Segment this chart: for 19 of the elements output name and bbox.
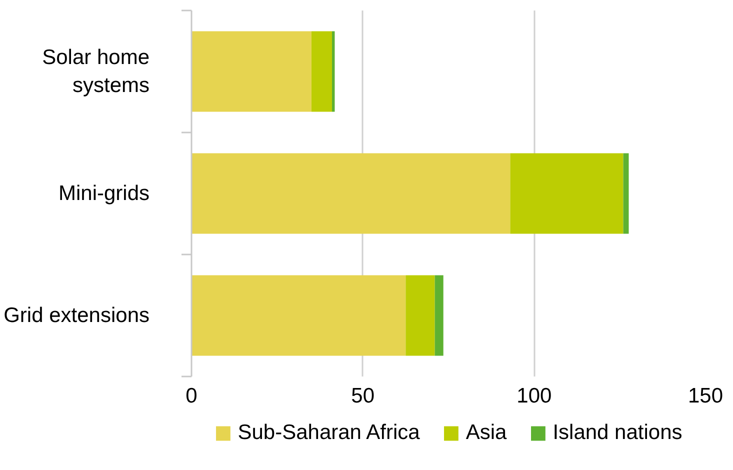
bar <box>192 153 510 234</box>
legend-label: Island nations <box>552 420 682 444</box>
bar <box>311 31 332 112</box>
bar <box>406 275 435 356</box>
bar <box>623 153 629 234</box>
bar <box>510 153 624 234</box>
bar <box>434 275 444 356</box>
y-tick-label: Solar home systems <box>42 46 150 97</box>
y-tick-label: Grid extensions <box>4 304 150 327</box>
bar <box>332 31 335 112</box>
x-tick-label: 100 <box>516 384 552 408</box>
x-tick-label: 150 <box>688 384 724 408</box>
x-tick-label: 50 <box>351 384 375 408</box>
bar <box>192 31 312 112</box>
legend-label: Sub-Saharan Africa <box>238 420 420 444</box>
y-tick-label: Mini-grids <box>58 182 150 205</box>
bar <box>192 275 406 356</box>
x-tick-label: 0 <box>186 384 198 408</box>
legend-label: Asia <box>466 420 507 444</box>
